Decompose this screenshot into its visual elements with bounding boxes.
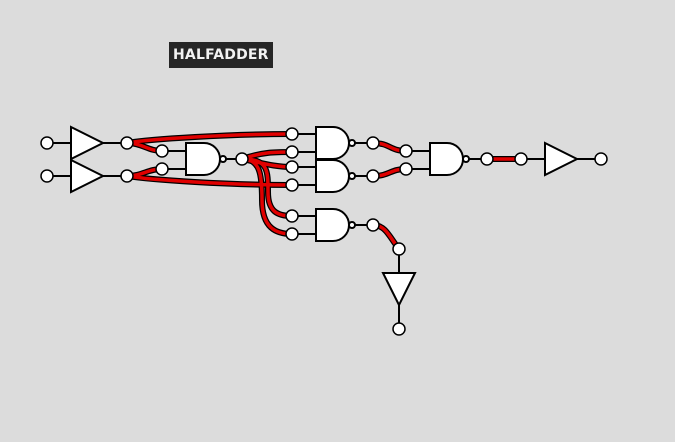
carry-output-pin[interactable] bbox=[392, 322, 406, 336]
node[interactable] bbox=[285, 178, 299, 192]
node[interactable] bbox=[399, 162, 413, 176]
input-buffer-a[interactable] bbox=[70, 125, 106, 161]
nand-gate-2[interactable] bbox=[315, 126, 356, 160]
node[interactable] bbox=[120, 136, 134, 150]
node[interactable] bbox=[514, 152, 528, 166]
node[interactable] bbox=[285, 127, 299, 141]
node[interactable] bbox=[480, 152, 494, 166]
node[interactable] bbox=[399, 144, 413, 158]
node[interactable] bbox=[392, 242, 406, 256]
sum-output-pin[interactable] bbox=[594, 152, 608, 166]
node[interactable] bbox=[155, 144, 169, 158]
node[interactable] bbox=[285, 227, 299, 241]
node[interactable] bbox=[155, 162, 169, 176]
nand-gate-5[interactable] bbox=[429, 142, 470, 176]
input-pin-a[interactable] bbox=[40, 136, 54, 150]
circuit-title-label: HALFADDER bbox=[169, 42, 273, 68]
node[interactable] bbox=[366, 169, 380, 183]
connection-nodes[interactable] bbox=[40, 127, 608, 336]
input-pin-b[interactable] bbox=[40, 169, 54, 183]
nand-gate-3[interactable] bbox=[315, 159, 356, 193]
node[interactable] bbox=[285, 160, 299, 174]
nand-gate-4[interactable] bbox=[315, 208, 356, 242]
input-buffer-b[interactable] bbox=[70, 158, 106, 194]
node[interactable] bbox=[120, 169, 134, 183]
node[interactable] bbox=[366, 218, 380, 232]
node[interactable] bbox=[285, 209, 299, 223]
node[interactable] bbox=[285, 145, 299, 159]
node[interactable] bbox=[366, 136, 380, 150]
carry-output-buffer[interactable] bbox=[381, 272, 417, 308]
node[interactable] bbox=[235, 152, 249, 166]
nand-gate-1[interactable] bbox=[185, 142, 227, 176]
sum-output-buffer[interactable] bbox=[544, 141, 580, 177]
